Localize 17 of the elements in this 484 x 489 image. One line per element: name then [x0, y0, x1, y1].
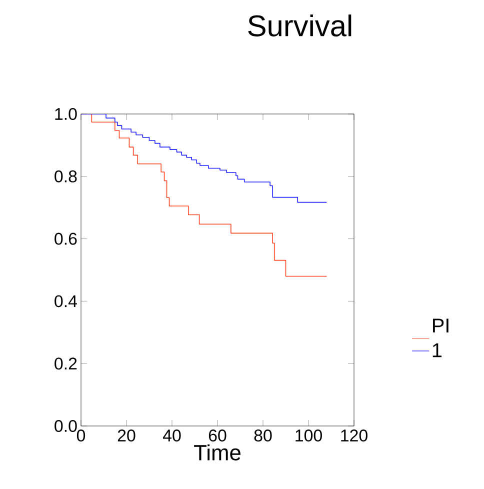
x-tick-label: 100 [296, 430, 322, 442]
y-tick-label: 0.0 [54, 420, 77, 432]
text: 1 [432, 343, 442, 358]
y-tick-label: 0.6 [54, 232, 77, 245]
x-tick-label: 40 [162, 430, 181, 442]
x-tick-label: 20 [118, 430, 136, 442]
y-tick-label: 0.2 [54, 358, 77, 370]
x-tick-label: 60 [208, 430, 226, 442]
y-tick-label: 1.0 [55, 108, 77, 120]
y-tick-label: 0.4 [54, 295, 77, 308]
legend-title: PI [433, 318, 448, 332]
x-axis-title: Time [194, 444, 240, 460]
x-tick-label: 120 [341, 430, 368, 442]
x-tick-label: 80 [254, 430, 272, 442]
y-tick-label: 0.8 [54, 170, 77, 182]
x-tick-label: 0 [76, 430, 86, 442]
chart-title: Survival [248, 14, 352, 36]
